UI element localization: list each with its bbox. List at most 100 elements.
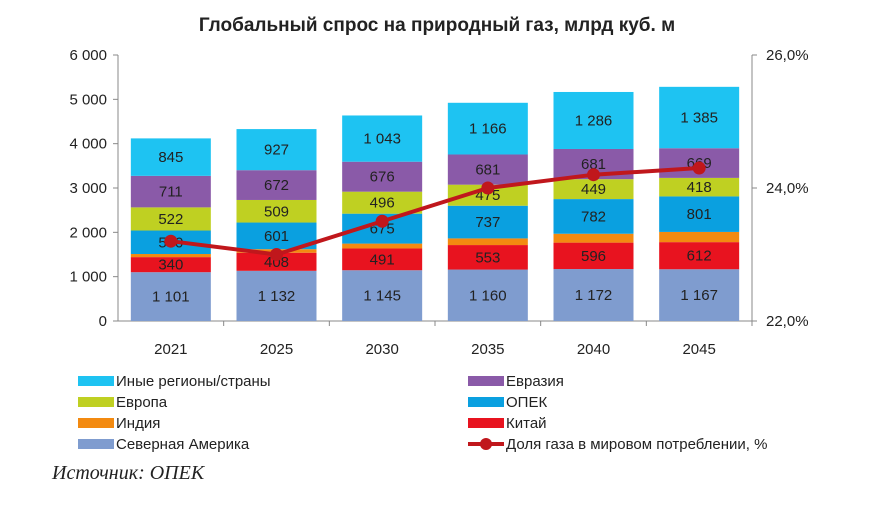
legend-swatch: [78, 418, 114, 428]
share-line-marker: [164, 234, 178, 248]
legend-label: Китай: [506, 415, 547, 432]
bar-segment: [342, 161, 423, 192]
data-label: 676: [370, 169, 395, 186]
x-tick-label: 2025: [260, 341, 293, 358]
data-label: 927: [264, 142, 289, 159]
y-tick-label: 3 000: [69, 180, 107, 197]
bar-segment: [659, 177, 740, 197]
data-label: 491: [370, 251, 395, 268]
legend-label: Европа: [116, 394, 168, 411]
legend-label: Индия: [116, 415, 160, 432]
legend-swatch: [468, 376, 504, 386]
y-tick-label: 1 000: [69, 269, 107, 286]
bar-segment: [342, 243, 423, 249]
data-label: 737: [475, 214, 500, 231]
share-line: [164, 161, 706, 261]
bar-segment: [447, 205, 528, 239]
y2-tick-label: 26,0%: [766, 47, 809, 64]
legend-swatch: [468, 418, 504, 428]
bar-segment: [553, 179, 634, 200]
data-label: 845: [158, 149, 183, 166]
axes: 0 1 000 2 000 3 000 4 000 5 000 6 000 22,0% 24,0…: [69, 47, 808, 358]
source-note: Источник: ОПЕК: [52, 462, 205, 484]
bar-segment: [659, 242, 740, 270]
data-label: 496: [370, 195, 395, 212]
data-label: 601: [264, 228, 289, 245]
legend-label: Северная Америка: [116, 436, 250, 453]
data-label: 449: [581, 181, 606, 198]
bar-segment: [236, 170, 317, 200]
bar-segment: [342, 248, 423, 271]
bar-segment: [130, 257, 211, 273]
y-tick-label: 4 000: [69, 136, 107, 153]
bar-segment: [447, 245, 528, 270]
bar-segment: [130, 175, 211, 208]
legend: Иные регионы/страны Евразия Европа ОПЕК Инди…: [78, 373, 767, 453]
bar-segment: [342, 115, 423, 162]
x-tick-label: 2045: [682, 341, 715, 358]
y2-tick-label: 24,0%: [766, 180, 809, 197]
data-label: 1 166: [469, 121, 507, 138]
data-label: 553: [475, 249, 500, 266]
bar-segment: [659, 86, 740, 149]
share-line-path: [170, 166, 700, 257]
data-label: 1 385: [680, 110, 718, 127]
share-line-marker: [375, 214, 389, 228]
bar-segment: [342, 270, 423, 321]
x-tick-label: 2040: [577, 341, 610, 358]
data-label: 672: [264, 177, 289, 194]
x-tick-label: 2021: [154, 341, 187, 358]
legend-label: ОПЕК: [506, 394, 547, 411]
data-label: 681: [581, 156, 606, 173]
bar-segment: [553, 269, 634, 321]
share-line-marker: [481, 181, 495, 195]
bar-segment: [342, 191, 423, 214]
data-label: 1 160: [469, 287, 507, 304]
bar-segment: [236, 252, 317, 271]
data-label: 509: [264, 203, 289, 220]
y-tick-label: 6 000: [69, 47, 107, 64]
bar-segment: [659, 231, 740, 243]
share-line-marker: [587, 168, 600, 182]
data-label: 1 167: [680, 287, 718, 304]
legend-swatch: [78, 397, 114, 407]
legend-line-marker: [480, 438, 492, 450]
bar-segment: [236, 270, 317, 321]
data-label: 408: [264, 254, 289, 271]
data-label: 612: [687, 248, 712, 265]
y-tick-label: 2 000: [69, 224, 107, 241]
data-label: 1 132: [258, 288, 296, 305]
data-label: 681: [475, 162, 500, 179]
share-line-marker: [270, 248, 283, 261]
bar-segment: [553, 242, 634, 270]
bar-segment: [130, 207, 211, 231]
data-label: 1 043: [363, 131, 401, 148]
bar-segment: [447, 184, 528, 206]
legend-swatch: [468, 397, 504, 407]
data-label: 596: [581, 248, 606, 265]
bar-segment: [659, 269, 740, 321]
legend-label: Доля газа в мировом потреблении, %: [506, 436, 767, 453]
data-label: 1 145: [363, 288, 401, 305]
bar-segment: [553, 233, 634, 243]
y2-tick-label: 22,0%: [766, 313, 809, 330]
bar-segment: [130, 254, 211, 258]
legend-label: Иные регионы/страны: [116, 373, 271, 390]
chart-title: Глобальный спрос на природный газ, млрд …: [199, 15, 675, 36]
bar-segment: [447, 102, 528, 155]
bar-segment: [236, 129, 317, 171]
data-label: 1 101: [152, 289, 190, 306]
data-label: 711: [159, 184, 183, 201]
data-label: 522: [158, 211, 183, 228]
y-tick-label: 0: [99, 313, 107, 330]
bar-segment: [130, 272, 211, 321]
data-label: 418: [687, 179, 712, 196]
legend-label: Евразия: [506, 373, 564, 390]
share-line-marker: [692, 161, 706, 175]
bars: [130, 86, 740, 321]
x-tick-label: 2030: [365, 341, 398, 358]
data-label: 340: [158, 257, 183, 274]
bar-segment: [447, 238, 528, 246]
data-label: 782: [581, 208, 606, 225]
